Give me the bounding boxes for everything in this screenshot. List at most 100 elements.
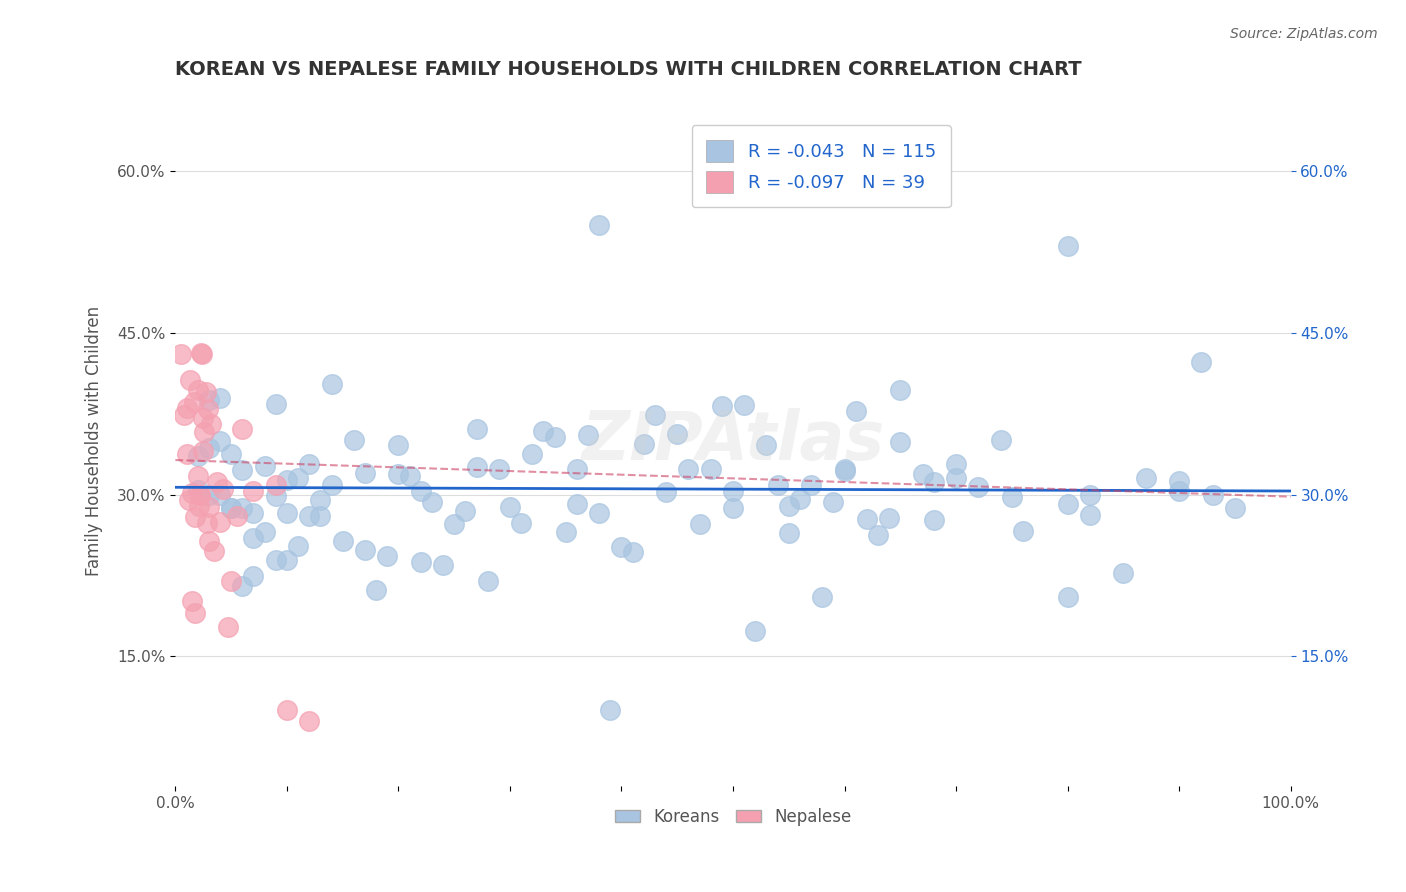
Point [193, 410, 215, 425]
Point [343, 433, 366, 447]
Point [1168, 474, 1191, 488]
Point [454, 503, 477, 517]
Point [354, 543, 377, 558]
Point [208, 434, 231, 449]
Point [811, 591, 834, 605]
Point [332, 534, 354, 549]
Point [298, 509, 321, 524]
Point [990, 434, 1012, 448]
Point [488, 462, 510, 476]
Point [193, 425, 215, 440]
Point [198, 393, 221, 408]
Point [510, 516, 533, 530]
Point [554, 525, 576, 540]
Point [1078, 488, 1101, 502]
Point [264, 489, 287, 503]
Point [198, 488, 221, 502]
Point [298, 457, 321, 471]
Point [666, 427, 689, 442]
Y-axis label: Family Households with Children: Family Households with Children [86, 306, 103, 575]
Point [170, 347, 193, 361]
Point [187, 483, 209, 497]
Point [177, 493, 200, 508]
Point [644, 408, 666, 422]
Point [420, 494, 443, 508]
Point [187, 469, 209, 483]
Point [1056, 590, 1078, 604]
Point [231, 501, 253, 516]
Point [1223, 501, 1246, 516]
Point [188, 488, 211, 502]
Point [778, 499, 800, 513]
Text: KOREAN VS NEPALESE FAMILY HOUSEHOLDS WITH CHILDREN CORRELATION CHART: KOREAN VS NEPALESE FAMILY HOUSEHOLDS WIT… [176, 60, 1083, 78]
Point [309, 509, 332, 524]
Point [200, 417, 222, 432]
Point [477, 574, 499, 589]
Point [184, 606, 207, 620]
Point [1012, 524, 1035, 538]
Point [321, 377, 343, 392]
Point [409, 555, 432, 569]
Point [522, 447, 544, 461]
Point [242, 531, 264, 545]
Point [253, 525, 276, 540]
Point [710, 399, 733, 413]
Point [190, 345, 212, 359]
Point [183, 395, 205, 409]
Point [922, 475, 945, 490]
Point [219, 500, 242, 515]
Point [242, 483, 264, 498]
Point [1135, 471, 1157, 485]
Point [276, 506, 298, 520]
Point [533, 424, 555, 438]
Point [219, 447, 242, 461]
Point [465, 460, 488, 475]
Legend: Koreans, Nepalese: Koreans, Nepalese [607, 801, 858, 832]
Point [733, 398, 755, 412]
Point [309, 492, 332, 507]
Point [1201, 488, 1223, 502]
Point [678, 462, 700, 476]
Point [287, 471, 309, 485]
Point [198, 533, 221, 548]
Point [800, 478, 823, 492]
Point [633, 437, 655, 451]
Point [755, 438, 778, 452]
Point [264, 552, 287, 566]
Point [1168, 484, 1191, 499]
Point [321, 478, 343, 492]
Point [354, 467, 377, 481]
Point [187, 449, 209, 463]
Point [588, 506, 610, 520]
Point [264, 397, 287, 411]
Point [208, 515, 231, 529]
Point [398, 468, 420, 483]
Point [198, 500, 221, 515]
Point [576, 427, 599, 442]
Point [621, 545, 644, 559]
Point [208, 391, 231, 405]
Point [655, 485, 678, 500]
Point [176, 446, 198, 460]
Point [432, 558, 454, 573]
Point [599, 703, 621, 717]
Point [387, 467, 409, 482]
Text: ZIPAtlas: ZIPAtlas [582, 408, 884, 474]
Point [181, 486, 204, 500]
Point [845, 404, 868, 418]
Point [176, 401, 198, 416]
Point [922, 513, 945, 527]
Point [465, 422, 488, 436]
Point [181, 593, 204, 607]
Point [967, 480, 990, 494]
Point [1001, 490, 1024, 504]
Point [911, 467, 934, 481]
Point [276, 553, 298, 567]
Point [945, 457, 967, 471]
Point [789, 491, 811, 506]
Point [699, 462, 721, 476]
Point [1056, 239, 1078, 253]
Point [366, 583, 388, 598]
Point [721, 500, 744, 515]
Point [834, 462, 856, 476]
